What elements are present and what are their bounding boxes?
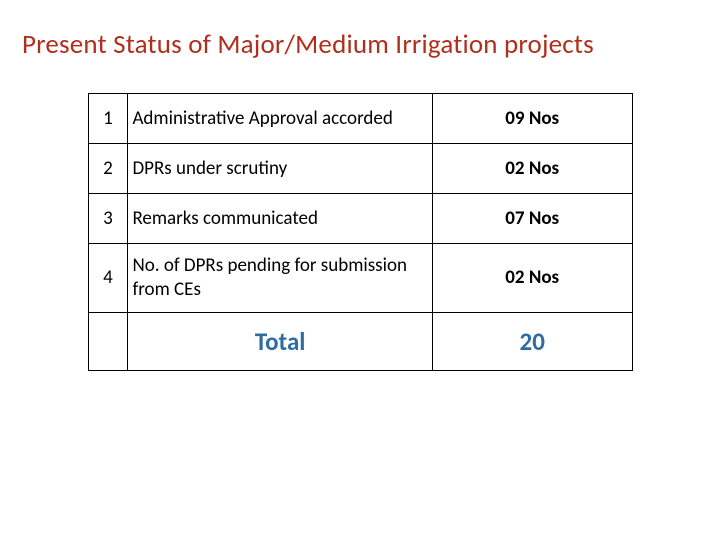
table-row: 1 Administrative Approval accorded 09 No…: [88, 94, 632, 144]
page-title: Present Status of Major/Medium Irrigatio…: [0, 28, 720, 61]
row-value: 07 Nos: [432, 194, 632, 244]
total-row: Total 20: [88, 312, 632, 370]
row-description: Administrative Approval accorded: [128, 94, 432, 144]
row-description: No. of DPRs pending for submission from …: [128, 244, 432, 313]
row-value: 02 Nos: [432, 144, 632, 194]
row-number: 3: [88, 194, 128, 244]
status-table-container: 1 Administrative Approval accorded 09 No…: [0, 93, 720, 371]
total-label: Total: [128, 312, 432, 370]
row-number: 2: [88, 144, 128, 194]
row-number: 1: [88, 94, 128, 144]
table-row: 2 DPRs under scrutiny 02 Nos: [88, 144, 632, 194]
row-value: 02 Nos: [432, 244, 632, 313]
total-value: 20: [432, 312, 632, 370]
table-row: 4 No. of DPRs pending for submission fro…: [88, 244, 632, 313]
row-value: 09 Nos: [432, 94, 632, 144]
status-table: 1 Administrative Approval accorded 09 No…: [88, 93, 633, 371]
table-row: 3 Remarks communicated 07 Nos: [88, 194, 632, 244]
row-number: 4: [88, 244, 128, 313]
total-row-blank: [88, 312, 128, 370]
row-description: DPRs under scrutiny: [128, 144, 432, 194]
row-description: Remarks communicated: [128, 194, 432, 244]
